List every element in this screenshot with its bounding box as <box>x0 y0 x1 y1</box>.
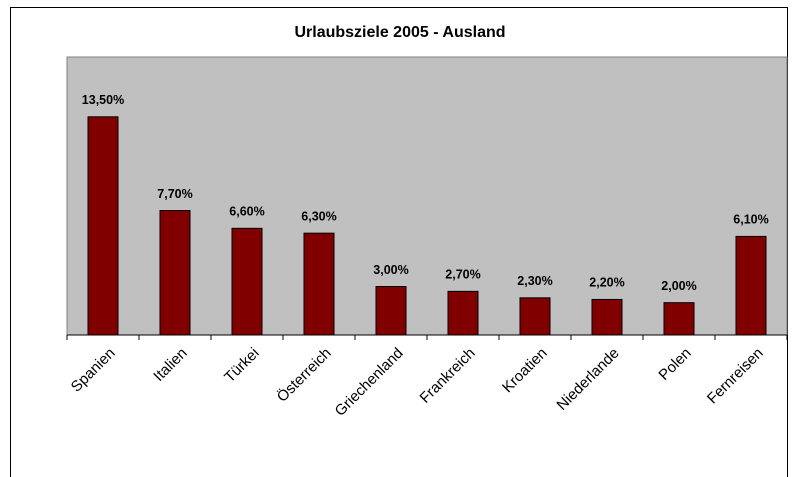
bar <box>591 298 623 336</box>
value-label: 6,30% <box>301 209 336 223</box>
value-label: 3,00% <box>373 263 408 277</box>
chart-title: Urlaubsziele 2005 - Ausland <box>294 24 505 41</box>
value-label: 6,10% <box>733 213 768 227</box>
bar <box>159 210 191 336</box>
value-label: 2,20% <box>589 276 624 290</box>
bar <box>375 286 407 336</box>
bar <box>231 227 263 336</box>
bar <box>303 232 335 336</box>
value-label: 6,60% <box>229 205 264 219</box>
value-label: 2,70% <box>445 268 480 282</box>
value-label: 2,30% <box>517 274 552 288</box>
bar <box>735 235 767 336</box>
bar <box>519 297 551 336</box>
bar <box>87 116 119 336</box>
bar <box>663 302 695 336</box>
value-label: 2,00% <box>661 279 696 293</box>
bar <box>447 290 479 336</box>
value-label: 7,70% <box>157 187 192 201</box>
value-label: 13,50% <box>82 93 124 107</box>
